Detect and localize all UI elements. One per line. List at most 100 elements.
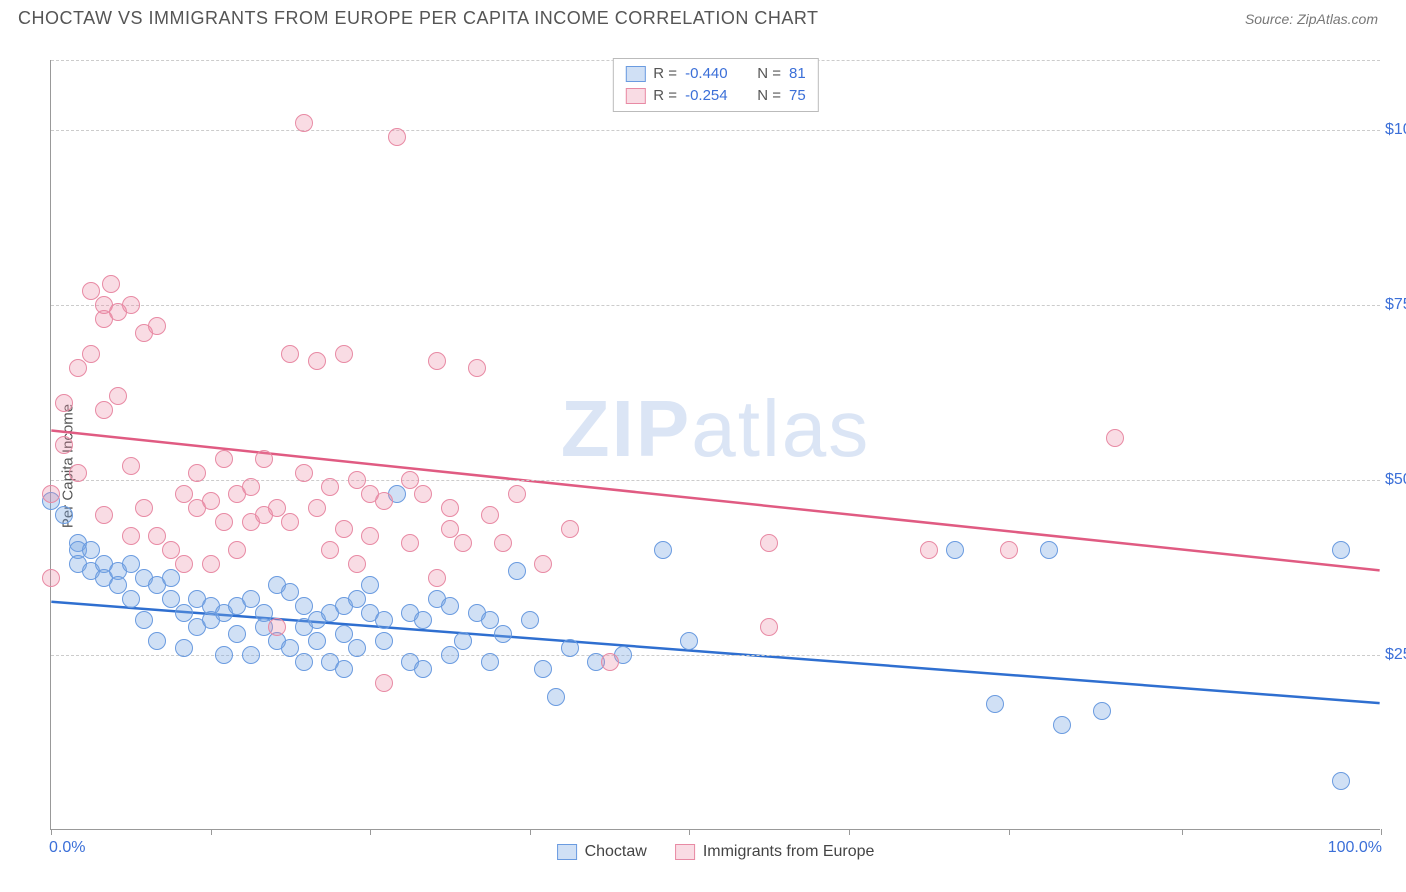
data-point xyxy=(215,450,233,468)
data-point xyxy=(188,464,206,482)
data-point xyxy=(281,513,299,531)
legend-item: Immigrants from Europe xyxy=(675,843,875,861)
data-point xyxy=(441,597,459,615)
data-point xyxy=(1332,772,1350,790)
data-point xyxy=(335,345,353,363)
data-point xyxy=(508,485,526,503)
y-tick-label: $25,000 xyxy=(1385,646,1406,664)
data-point xyxy=(122,296,140,314)
data-point xyxy=(162,569,180,587)
legend-series: ChoctawImmigrants from Europe xyxy=(557,843,875,861)
data-point xyxy=(55,394,73,412)
data-point xyxy=(335,660,353,678)
data-point xyxy=(42,569,60,587)
data-point xyxy=(375,492,393,510)
data-point xyxy=(494,534,512,552)
data-point xyxy=(82,345,100,363)
data-point xyxy=(255,450,273,468)
legend-stat-row: R =-0.254 N =75 xyxy=(625,85,805,107)
data-point xyxy=(428,569,446,587)
y-tick-label: $100,000 xyxy=(1385,121,1406,139)
data-point xyxy=(760,618,778,636)
data-point xyxy=(441,499,459,517)
data-point xyxy=(1093,702,1111,720)
data-point xyxy=(388,128,406,146)
data-point xyxy=(122,527,140,545)
x-tick xyxy=(51,829,52,835)
data-point xyxy=(122,590,140,608)
data-point xyxy=(481,653,499,671)
data-point xyxy=(1053,716,1071,734)
x-label-left: 0.0% xyxy=(49,839,85,857)
data-point xyxy=(135,611,153,629)
data-point xyxy=(428,352,446,370)
data-point xyxy=(202,492,220,510)
data-point xyxy=(1106,429,1124,447)
data-point xyxy=(281,345,299,363)
legend-stats: R =-0.440 N =81R =-0.254 N =75 xyxy=(612,58,818,112)
data-point xyxy=(534,660,552,678)
x-label-right: 100.0% xyxy=(1328,839,1382,857)
data-point xyxy=(308,352,326,370)
x-tick xyxy=(1182,829,1183,835)
data-point xyxy=(1000,541,1018,559)
data-point xyxy=(308,632,326,650)
data-point xyxy=(414,485,432,503)
plot-area: ZIPatlas R =-0.440 N =81R =-0.254 N =75 … xyxy=(50,60,1380,830)
data-point xyxy=(654,541,672,559)
data-point xyxy=(534,555,552,573)
data-point xyxy=(69,464,87,482)
data-point xyxy=(414,611,432,629)
data-point xyxy=(521,611,539,629)
data-point xyxy=(481,506,499,524)
y-tick-label: $50,000 xyxy=(1385,471,1406,489)
data-point xyxy=(295,464,313,482)
x-tick xyxy=(849,829,850,835)
data-point xyxy=(946,541,964,559)
data-point xyxy=(295,114,313,132)
data-point xyxy=(268,618,286,636)
data-point xyxy=(95,506,113,524)
data-point xyxy=(375,632,393,650)
legend-stat-row: R =-0.440 N =81 xyxy=(625,63,805,85)
x-tick xyxy=(530,829,531,835)
x-tick xyxy=(1381,829,1382,835)
gridline xyxy=(51,130,1380,131)
data-point xyxy=(242,478,260,496)
data-point xyxy=(547,688,565,706)
data-point xyxy=(162,590,180,608)
data-point xyxy=(242,646,260,664)
trend-lines xyxy=(51,60,1380,829)
data-point xyxy=(55,436,73,454)
data-point xyxy=(175,555,193,573)
data-point xyxy=(148,317,166,335)
data-point xyxy=(494,625,512,643)
data-point xyxy=(295,653,313,671)
data-point xyxy=(1040,541,1058,559)
data-point xyxy=(348,639,366,657)
data-point xyxy=(335,520,353,538)
data-point xyxy=(295,597,313,615)
source-label: Source: ZipAtlas.com xyxy=(1245,11,1378,27)
data-point xyxy=(175,639,193,657)
data-point xyxy=(228,625,246,643)
data-point xyxy=(202,555,220,573)
data-point xyxy=(321,478,339,496)
data-point xyxy=(561,520,579,538)
data-point xyxy=(321,541,339,559)
data-point xyxy=(162,541,180,559)
data-point xyxy=(680,632,698,650)
data-point xyxy=(95,401,113,419)
data-point xyxy=(109,387,127,405)
data-point xyxy=(414,660,432,678)
x-tick xyxy=(689,829,690,835)
data-point xyxy=(102,275,120,293)
data-point xyxy=(215,646,233,664)
data-point xyxy=(561,639,579,657)
watermark: ZIPatlas xyxy=(561,383,870,475)
x-tick xyxy=(211,829,212,835)
data-point xyxy=(468,359,486,377)
data-point xyxy=(122,457,140,475)
data-point xyxy=(441,646,459,664)
data-point xyxy=(1332,541,1350,559)
